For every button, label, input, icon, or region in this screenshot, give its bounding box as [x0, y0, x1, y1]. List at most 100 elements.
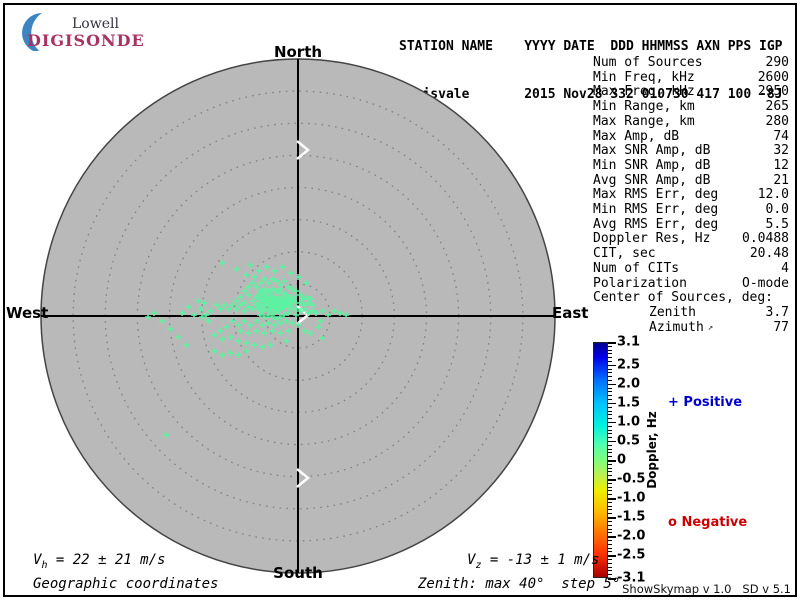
colorbar-minor-tick — [608, 566, 612, 568]
colorbar-major-tick — [608, 555, 616, 557]
colorbar-minor-tick — [608, 357, 612, 359]
colorbar-minor-tick — [608, 539, 612, 541]
colorbar-minor-tick — [608, 376, 612, 378]
doppler-colorbar — [593, 342, 608, 578]
colorbar-tick-label: -1.5 — [617, 509, 646, 525]
compass-label-north: North — [273, 43, 323, 61]
stat-label: Max RMS Err, deg — [593, 187, 719, 203]
stat-value: 3.7 — [765, 304, 789, 320]
compass-label-east: East — [552, 304, 589, 322]
colorbar-minor-tick — [608, 486, 612, 488]
measurement-stats-panel: Num of Sources 290 Min Freq, kHz 2600 Max Fr… — [593, 55, 789, 335]
stat-value: O-mode — [742, 275, 789, 291]
stat-row: Num of Sources 290 — [593, 55, 789, 71]
stat-label: Doppler Res, Hz — [593, 231, 711, 247]
colorbar-minor-tick — [608, 414, 612, 416]
colorbar-tick-label: 2.5 — [617, 357, 641, 373]
colorbar-minor-tick — [608, 558, 612, 560]
stat-value: 2950 — [757, 84, 789, 100]
stat-value: 74 — [773, 128, 789, 144]
compass-label-west: West — [6, 304, 49, 322]
colorbar-minor-tick — [608, 444, 612, 446]
stat-label: Max Amp, dB — [593, 128, 680, 144]
header-column-titles: STATION NAME YYYY DATE DDD HHMMSS AXN PP… — [399, 39, 783, 54]
station-header: STATION NAME YYYY DATE DDD HHMMSS AXN PP… — [399, 7, 783, 135]
colorbar-minor-tick — [608, 349, 612, 351]
colorbar-minor-tick — [608, 380, 612, 382]
colorbar-minor-tick — [608, 494, 612, 496]
stat-label: Zenith — [649, 304, 696, 320]
stat-label: Min RMS Err, deg — [593, 202, 719, 218]
colorbar-minor-tick — [608, 524, 612, 526]
colorbar-major-tick — [608, 421, 616, 424]
stat-row: Doppler Res, Hz 0.0488 — [593, 232, 789, 247]
colorbar-minor-tick — [608, 391, 612, 393]
stat-value: 280 — [765, 113, 789, 129]
colorbar-major-tick — [608, 460, 616, 462]
colorbar-tick-label: -0.5 — [617, 471, 646, 487]
colorbar-minor-tick — [608, 509, 612, 511]
colorbar-tick-label: -2.5 — [617, 547, 646, 563]
stat-label: Avg RMS Err, deg — [593, 216, 719, 232]
crescent-icon — [22, 13, 42, 53]
stat-row: Zenith 3.7 — [593, 304, 789, 321]
colorbar-minor-tick — [608, 520, 612, 522]
stat-row: Min SNR Amp, dB 12 — [593, 157, 789, 174]
stat-label: Avg SNR Amp, dB — [593, 172, 711, 188]
colorbar-minor-tick — [608, 562, 612, 564]
colorbar-tick-label: 3.1 — [617, 334, 641, 350]
stat-label: Min SNR Amp, dB — [593, 157, 711, 173]
colorbar-tick-label: -3.1 — [617, 570, 646, 586]
stat-label: Min Range, km — [593, 99, 695, 115]
stat-row: Max Amp, dB 74 — [593, 128, 789, 145]
colorbar-minor-tick — [608, 448, 612, 450]
stat-row: Min Freq, kHz 2600 — [593, 69, 789, 86]
stat-row: Avg RMS Err, deg 5.5 — [593, 216, 789, 233]
stat-label: Max SNR Amp, dB — [593, 143, 711, 159]
stat-value: 21 — [773, 172, 789, 188]
colorbar-major-tick — [608, 536, 616, 538]
stat-row: Avg SNR Amp, dB 21 — [593, 172, 789, 189]
colorbar-minor-tick — [608, 467, 612, 469]
colorbar-major-tick — [608, 498, 616, 500]
stat-label: Polarization — [593, 275, 687, 291]
colorbar-minor-tick — [608, 399, 612, 401]
colorbar-tick-label: -2.0 — [617, 528, 646, 544]
colorbar-tick-label: 2.0 — [617, 376, 641, 392]
colorbar-minor-tick — [608, 345, 612, 347]
colorbar-minor-tick — [608, 513, 612, 515]
stat-value: 0.0 — [765, 202, 789, 218]
lowell-digisonde-logo: Lowell DIGISONDE — [10, 7, 144, 53]
stat-label: Azimuth — [649, 319, 704, 335]
stat-label: Num of CITs — [593, 260, 680, 276]
stat-row: Polarization O-mode — [593, 275, 789, 292]
stat-row: Max Freq, kHz 2950 — [593, 85, 789, 100]
colorbar-major-tick — [608, 342, 616, 344]
stat-label: Num of Sources — [593, 55, 703, 70]
zenith-scale-label: Zenith: max 40° step 5° — [418, 576, 621, 592]
stat-value: 12 — [773, 157, 789, 173]
stat-label: Min Freq, kHz — [593, 69, 695, 85]
stat-row: Num of CITs 4 — [593, 260, 789, 277]
colorbar-minor-tick — [608, 574, 612, 576]
stat-value: 2600 — [757, 69, 789, 85]
stat-value: 290 — [765, 55, 789, 70]
colorbar-minor-tick — [608, 471, 612, 473]
stat-value: 12.0 — [757, 187, 789, 203]
colorbar-minor-tick — [608, 353, 612, 355]
software-version-label: ShowSkymap v 1.0 SD v 5.1 — [622, 582, 791, 596]
stat-label: Center of Sources, deg: — [593, 290, 774, 306]
colorbar-major-tick — [608, 517, 616, 519]
chevron-marker-icon — [296, 468, 310, 488]
colorbar-minor-tick — [608, 570, 612, 572]
stat-value: 20.48 — [749, 246, 789, 262]
colorbar-minor-tick — [608, 437, 612, 439]
colorbar-minor-tick — [608, 395, 612, 397]
colorbar-minor-tick — [608, 490, 612, 492]
colorbar-minor-tick — [608, 528, 612, 530]
stat-row: Max Range, km 280 — [593, 113, 789, 130]
colorbar-minor-tick — [608, 501, 612, 503]
colorbar-major-tick — [608, 364, 616, 367]
